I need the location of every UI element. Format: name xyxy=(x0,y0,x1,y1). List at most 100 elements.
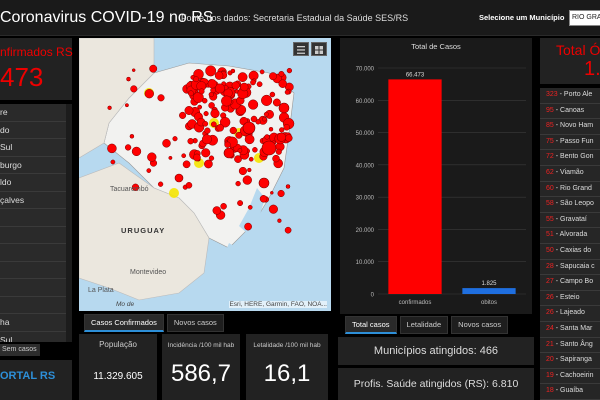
case-bubble[interactable] xyxy=(252,147,258,153)
left-list-item[interactable] xyxy=(0,262,72,279)
case-bubble[interactable] xyxy=(259,69,265,75)
left-list-item[interactable]: re xyxy=(0,104,72,122)
case-bubble[interactable] xyxy=(182,160,191,169)
deaths-list-item[interactable]: 95 - Canoas xyxy=(540,104,600,120)
deaths-list-item[interactable]: 62 - Viamão xyxy=(540,166,600,182)
case-bubble[interactable] xyxy=(270,191,274,195)
tab-total-casos[interactable]: Total casos xyxy=(345,316,397,334)
case-bubble[interactable] xyxy=(146,168,152,173)
case-bubble[interactable] xyxy=(204,127,211,134)
case-bubble[interactable] xyxy=(284,89,290,95)
case-bubble[interactable] xyxy=(202,120,209,127)
deaths-list-item[interactable]: 323 - Porto Ale xyxy=(540,88,600,104)
left-list-scrollbar[interactable] xyxy=(66,104,72,342)
case-bubble[interactable] xyxy=(192,92,204,103)
case-bubble[interactable] xyxy=(237,148,243,153)
case-bubble[interactable] xyxy=(124,103,129,108)
case-bubble[interactable] xyxy=(231,81,240,90)
case-bubble[interactable] xyxy=(130,85,138,93)
deaths-list-item[interactable]: 58 - São Leopo xyxy=(540,197,600,213)
deaths-list-item[interactable]: 50 - Caxias do xyxy=(540,244,600,260)
highlighted-municipality[interactable] xyxy=(169,188,179,198)
deaths-list-item[interactable]: 60 - Rio Grand xyxy=(540,182,600,198)
left-list-item[interactable] xyxy=(0,297,72,314)
case-bubble[interactable] xyxy=(219,116,231,128)
case-bubble[interactable] xyxy=(223,147,235,159)
case-bubble[interactable] xyxy=(258,177,270,189)
case-bubble[interactable] xyxy=(276,132,286,142)
deaths-list-item[interactable]: 28 - Sapucaia c xyxy=(540,260,600,276)
case-bubble[interactable] xyxy=(216,124,224,132)
case-bubble[interactable] xyxy=(181,153,187,159)
case-bubble[interactable] xyxy=(214,71,224,80)
case-bubble[interactable] xyxy=(124,144,132,151)
case-bubble[interactable] xyxy=(198,88,205,95)
case-bubble[interactable] xyxy=(131,68,136,72)
case-bubble[interactable] xyxy=(285,134,293,142)
left-list-item[interactable]: ha xyxy=(0,314,72,332)
left-list-item[interactable]: Sul xyxy=(0,139,72,157)
case-bubble[interactable] xyxy=(224,141,231,148)
case-bubble[interactable] xyxy=(208,102,215,109)
tab-sem-casos[interactable]: Sem casos xyxy=(0,344,40,356)
case-bubble[interactable] xyxy=(278,70,285,77)
case-bubble[interactable] xyxy=(193,76,200,83)
deaths-list-item[interactable]: 18 - Guaíba xyxy=(540,384,600,400)
deaths-list-item[interactable]: 19 - Cachoeirin xyxy=(540,369,600,385)
left-list-item[interactable]: çalves xyxy=(0,192,72,209)
case-bubble[interactable] xyxy=(269,91,276,98)
deaths-list-item[interactable]: 72 - Bento Gon xyxy=(540,150,600,166)
case-bubble[interactable] xyxy=(238,166,247,176)
case-bubble[interactable] xyxy=(250,79,256,86)
case-bubble[interactable] xyxy=(261,116,267,122)
case-bubble[interactable] xyxy=(277,218,282,223)
case-bubble[interactable] xyxy=(131,183,140,191)
case-bubble[interactable] xyxy=(237,72,248,82)
case-bubble[interactable] xyxy=(184,106,194,115)
basemap-gallery-icon[interactable] xyxy=(311,42,327,56)
case-bubble[interactable] xyxy=(126,76,131,82)
case-bubble[interactable] xyxy=(255,119,261,125)
case-bubble[interactable] xyxy=(272,98,281,107)
case-bubble[interactable] xyxy=(187,90,194,97)
case-bubble[interactable] xyxy=(259,195,268,203)
case-bubble[interactable] xyxy=(201,97,208,104)
case-bubble[interactable] xyxy=(215,83,225,94)
case-bubble[interactable] xyxy=(230,68,236,74)
case-bubble[interactable] xyxy=(110,159,116,165)
case-bubble[interactable] xyxy=(197,104,203,110)
case-bubble[interactable] xyxy=(201,148,211,158)
case-bubble[interactable] xyxy=(279,127,285,133)
case-bubble[interactable] xyxy=(278,102,290,114)
left-list-item[interactable] xyxy=(0,244,72,262)
case-bubble[interactable] xyxy=(203,111,209,117)
case-bubble[interactable] xyxy=(172,136,178,142)
tab-novos-casos[interactable]: Novos casos xyxy=(166,314,224,332)
case-bubble[interactable] xyxy=(261,94,273,106)
case-bubble[interactable] xyxy=(107,143,117,154)
case-bubble[interactable] xyxy=(157,94,165,102)
case-bubble[interactable] xyxy=(193,153,201,162)
case-bubble[interactable] xyxy=(107,105,112,110)
case-bubble[interactable] xyxy=(221,95,232,107)
case-bubble[interactable] xyxy=(220,203,227,210)
deaths-list-item[interactable]: 85 - Novo Ham xyxy=(540,119,600,135)
deaths-list-item[interactable]: 75 - Passo Fun xyxy=(540,135,600,151)
case-bubble[interactable] xyxy=(264,134,270,140)
deaths-list-item[interactable]: 24 - Santa Mar xyxy=(540,322,600,338)
case-bubble[interactable] xyxy=(235,180,241,187)
case-bubble[interactable] xyxy=(229,126,237,135)
left-list-item[interactable] xyxy=(0,279,72,297)
case-bubble[interactable] xyxy=(256,81,263,88)
case-bubble[interactable] xyxy=(261,140,277,156)
case-bubble[interactable] xyxy=(248,156,254,162)
case-bubble[interactable] xyxy=(283,124,290,131)
case-bubble[interactable] xyxy=(278,79,287,88)
case-bubble[interactable] xyxy=(179,111,187,119)
map-view[interactable]: Tacuarembó URUGUAY Montevideo La Plata M… xyxy=(79,38,331,311)
deaths-list-item[interactable]: 26 - Esteio xyxy=(540,291,600,307)
case-bubble[interactable] xyxy=(204,159,213,169)
case-bubble[interactable] xyxy=(272,154,280,163)
case-bubble[interactable] xyxy=(185,182,193,189)
tab-novos-casos-chart[interactable]: Novos casos xyxy=(451,316,509,334)
